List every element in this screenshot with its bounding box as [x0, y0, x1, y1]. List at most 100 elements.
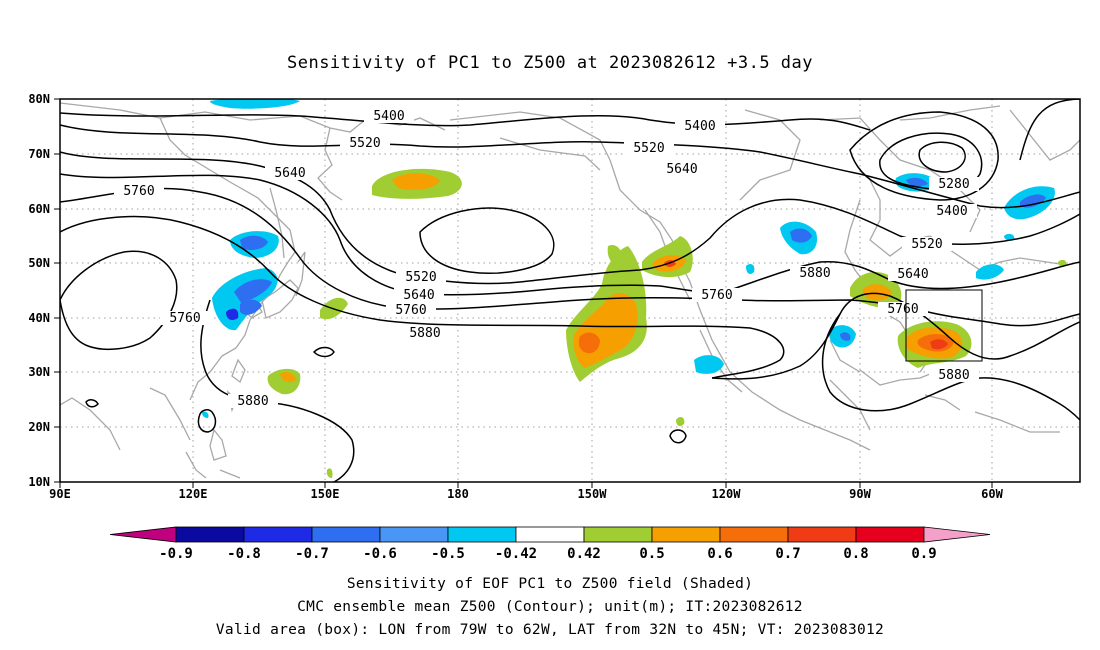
- colorbar-min-triangle: [109, 526, 177, 543]
- x-tick-label: 90W: [849, 487, 871, 501]
- shade-lakes-cyan-dot: [746, 264, 755, 274]
- colorbar-label: -0.42: [495, 546, 537, 562]
- colorbar-box: [243, 526, 313, 543]
- shade-gulf-blue: [840, 332, 851, 341]
- svg-text:5880: 5880: [409, 326, 440, 341]
- caption: Sensitivity of EOF PC1 to Z500 field (Sh…: [216, 576, 884, 638]
- colorbar-label: -0.8: [227, 546, 261, 562]
- x-tick-label: 60W: [981, 487, 1003, 501]
- colorbar-box: [515, 526, 585, 543]
- colorbar-box: [175, 526, 245, 543]
- svg-text:5880: 5880: [938, 368, 969, 383]
- x-tick-label: 90E: [49, 487, 71, 501]
- svg-text:5760: 5760: [169, 311, 200, 326]
- colorbar-label: 0.42: [567, 546, 601, 562]
- shade-china-blue: [226, 308, 239, 320]
- svg-text:5880: 5880: [237, 394, 268, 409]
- colorbar: -0.9 -0.8 -0.7 -0.6 -0.5 -0.42 0.42 0.5 …: [109, 526, 991, 562]
- shade-yellow-sea-blue2: [240, 299, 262, 315]
- colorbar-boxes: [109, 526, 991, 543]
- colorbar-label: 0.9: [911, 546, 936, 562]
- svg-text:5760: 5760: [395, 303, 426, 318]
- shade-arctic-cyan: [210, 99, 300, 109]
- colorbar-box: [651, 526, 721, 543]
- colorbar-box: [787, 526, 857, 543]
- shade-great-lakes-blue: [790, 228, 812, 243]
- colorbar-labels: -0.9 -0.8 -0.7 -0.6 -0.5 -0.42 0.42 0.5 …: [159, 546, 937, 562]
- shade-newfoundland-cyan: [976, 264, 1004, 280]
- shade-sw-alaska-green: [607, 244, 623, 265]
- svg-text:5400: 5400: [936, 204, 967, 219]
- shade-china-cyan-dot: [202, 411, 209, 418]
- shade-ne-pacific-cyan: [694, 355, 724, 374]
- shade-kamchatka-orange: [392, 173, 440, 190]
- x-tick-label: 180: [447, 487, 469, 501]
- x-tick-labels: 90E 120E 150E 180 150W 120W 90W 60W: [49, 487, 1003, 501]
- y-tick-label: 10N: [28, 475, 50, 489]
- caption-line-1: Sensitivity of EOF PC1 to Z500 field (Sh…: [347, 576, 753, 592]
- colorbar-label: -0.7: [295, 546, 329, 562]
- shade-east-coast-orange: [862, 284, 892, 301]
- colorbar-label: 0.7: [775, 546, 800, 562]
- valid-area-box: [905, 289, 983, 362]
- figure-title: Sensitivity of PC1 to Z500 at 2023082612…: [287, 53, 813, 73]
- svg-text:5760: 5760: [701, 288, 732, 303]
- svg-text:5280: 5280: [938, 177, 969, 192]
- svg-text:5520: 5520: [405, 270, 436, 285]
- shade-korea-blue: [240, 235, 268, 250]
- shade-newfoundland-cyan2: [1004, 233, 1015, 241]
- shade-marianas-green-dot: [326, 468, 333, 478]
- svg-text:5640: 5640: [897, 267, 928, 282]
- svg-text:5520: 5520: [633, 141, 664, 156]
- colorbar-label: -0.5: [431, 546, 465, 562]
- contour-labels: 5400 5400 5520 5520 5520 5640 5640 5640 …: [114, 109, 979, 409]
- y-tick-label: 70N: [28, 147, 50, 161]
- shade-yellow-sea-blue: [234, 279, 272, 304]
- caption-line-3: Valid area (box): LON from 79W to 62W, L…: [216, 622, 884, 638]
- colorbar-label: 0.6: [707, 546, 732, 562]
- colorbar-box: [311, 526, 381, 543]
- sensitivity-shading: [202, 99, 1067, 478]
- shade-phil-sea-orange: [280, 372, 296, 382]
- colorbar-label: 0.8: [843, 546, 868, 562]
- colorbar-label: -0.9: [159, 546, 193, 562]
- shade-hudson-blue: [906, 177, 928, 187]
- x-tick-label: 150W: [578, 487, 608, 501]
- y-tick-label: 80N: [28, 92, 50, 106]
- shade-labrador-blue: [1020, 194, 1046, 208]
- colorbar-box: [855, 526, 925, 543]
- svg-text:5640: 5640: [403, 288, 434, 303]
- svg-text:5880: 5880: [799, 266, 830, 281]
- caption-line-2: CMC ensemble mean Z500 (Contour); unit(m…: [297, 599, 803, 615]
- x-tick-label: 120E: [179, 487, 208, 501]
- colorbar-box: [719, 526, 789, 543]
- svg-text:5760: 5760: [887, 302, 918, 317]
- colorbar-label: -0.6: [363, 546, 397, 562]
- map-frame: [59, 98, 1081, 483]
- y-tick-label: 30N: [28, 365, 50, 379]
- shade-pacific-green-dot: [676, 417, 685, 427]
- svg-text:5640: 5640: [274, 166, 305, 181]
- y-tick-label: 60N: [28, 202, 50, 216]
- colorbar-box: [379, 526, 449, 543]
- x-axis-ticks: [59, 482, 993, 488]
- y-axis-ticks: [54, 98, 60, 483]
- svg-text:5520: 5520: [911, 237, 942, 252]
- colorbar-box: [583, 526, 653, 543]
- svg-text:5520: 5520: [349, 136, 380, 151]
- svg-text:5400: 5400: [684, 119, 715, 134]
- colorbar-label: 0.5: [639, 546, 664, 562]
- svg-text:5640: 5640: [666, 162, 697, 177]
- shade-atlantic-red: [930, 339, 948, 350]
- y-tick-label: 50N: [28, 256, 50, 270]
- shade-gulf-alaska-dark: [578, 332, 600, 354]
- map-panel: 5400 5400 5520 5520 5520 5640 5640 5640 …: [28, 92, 1081, 501]
- y-tick-label: 20N: [28, 420, 50, 434]
- x-tick-label: 150E: [311, 487, 340, 501]
- y-tick-labels: 80N 70N 60N 50N 40N 30N 20N 10N: [28, 92, 50, 489]
- colorbar-max-triangle: [923, 526, 991, 543]
- svg-text:5400: 5400: [373, 109, 404, 124]
- colorbar-box: [447, 526, 517, 543]
- svg-text:5760: 5760: [123, 184, 154, 199]
